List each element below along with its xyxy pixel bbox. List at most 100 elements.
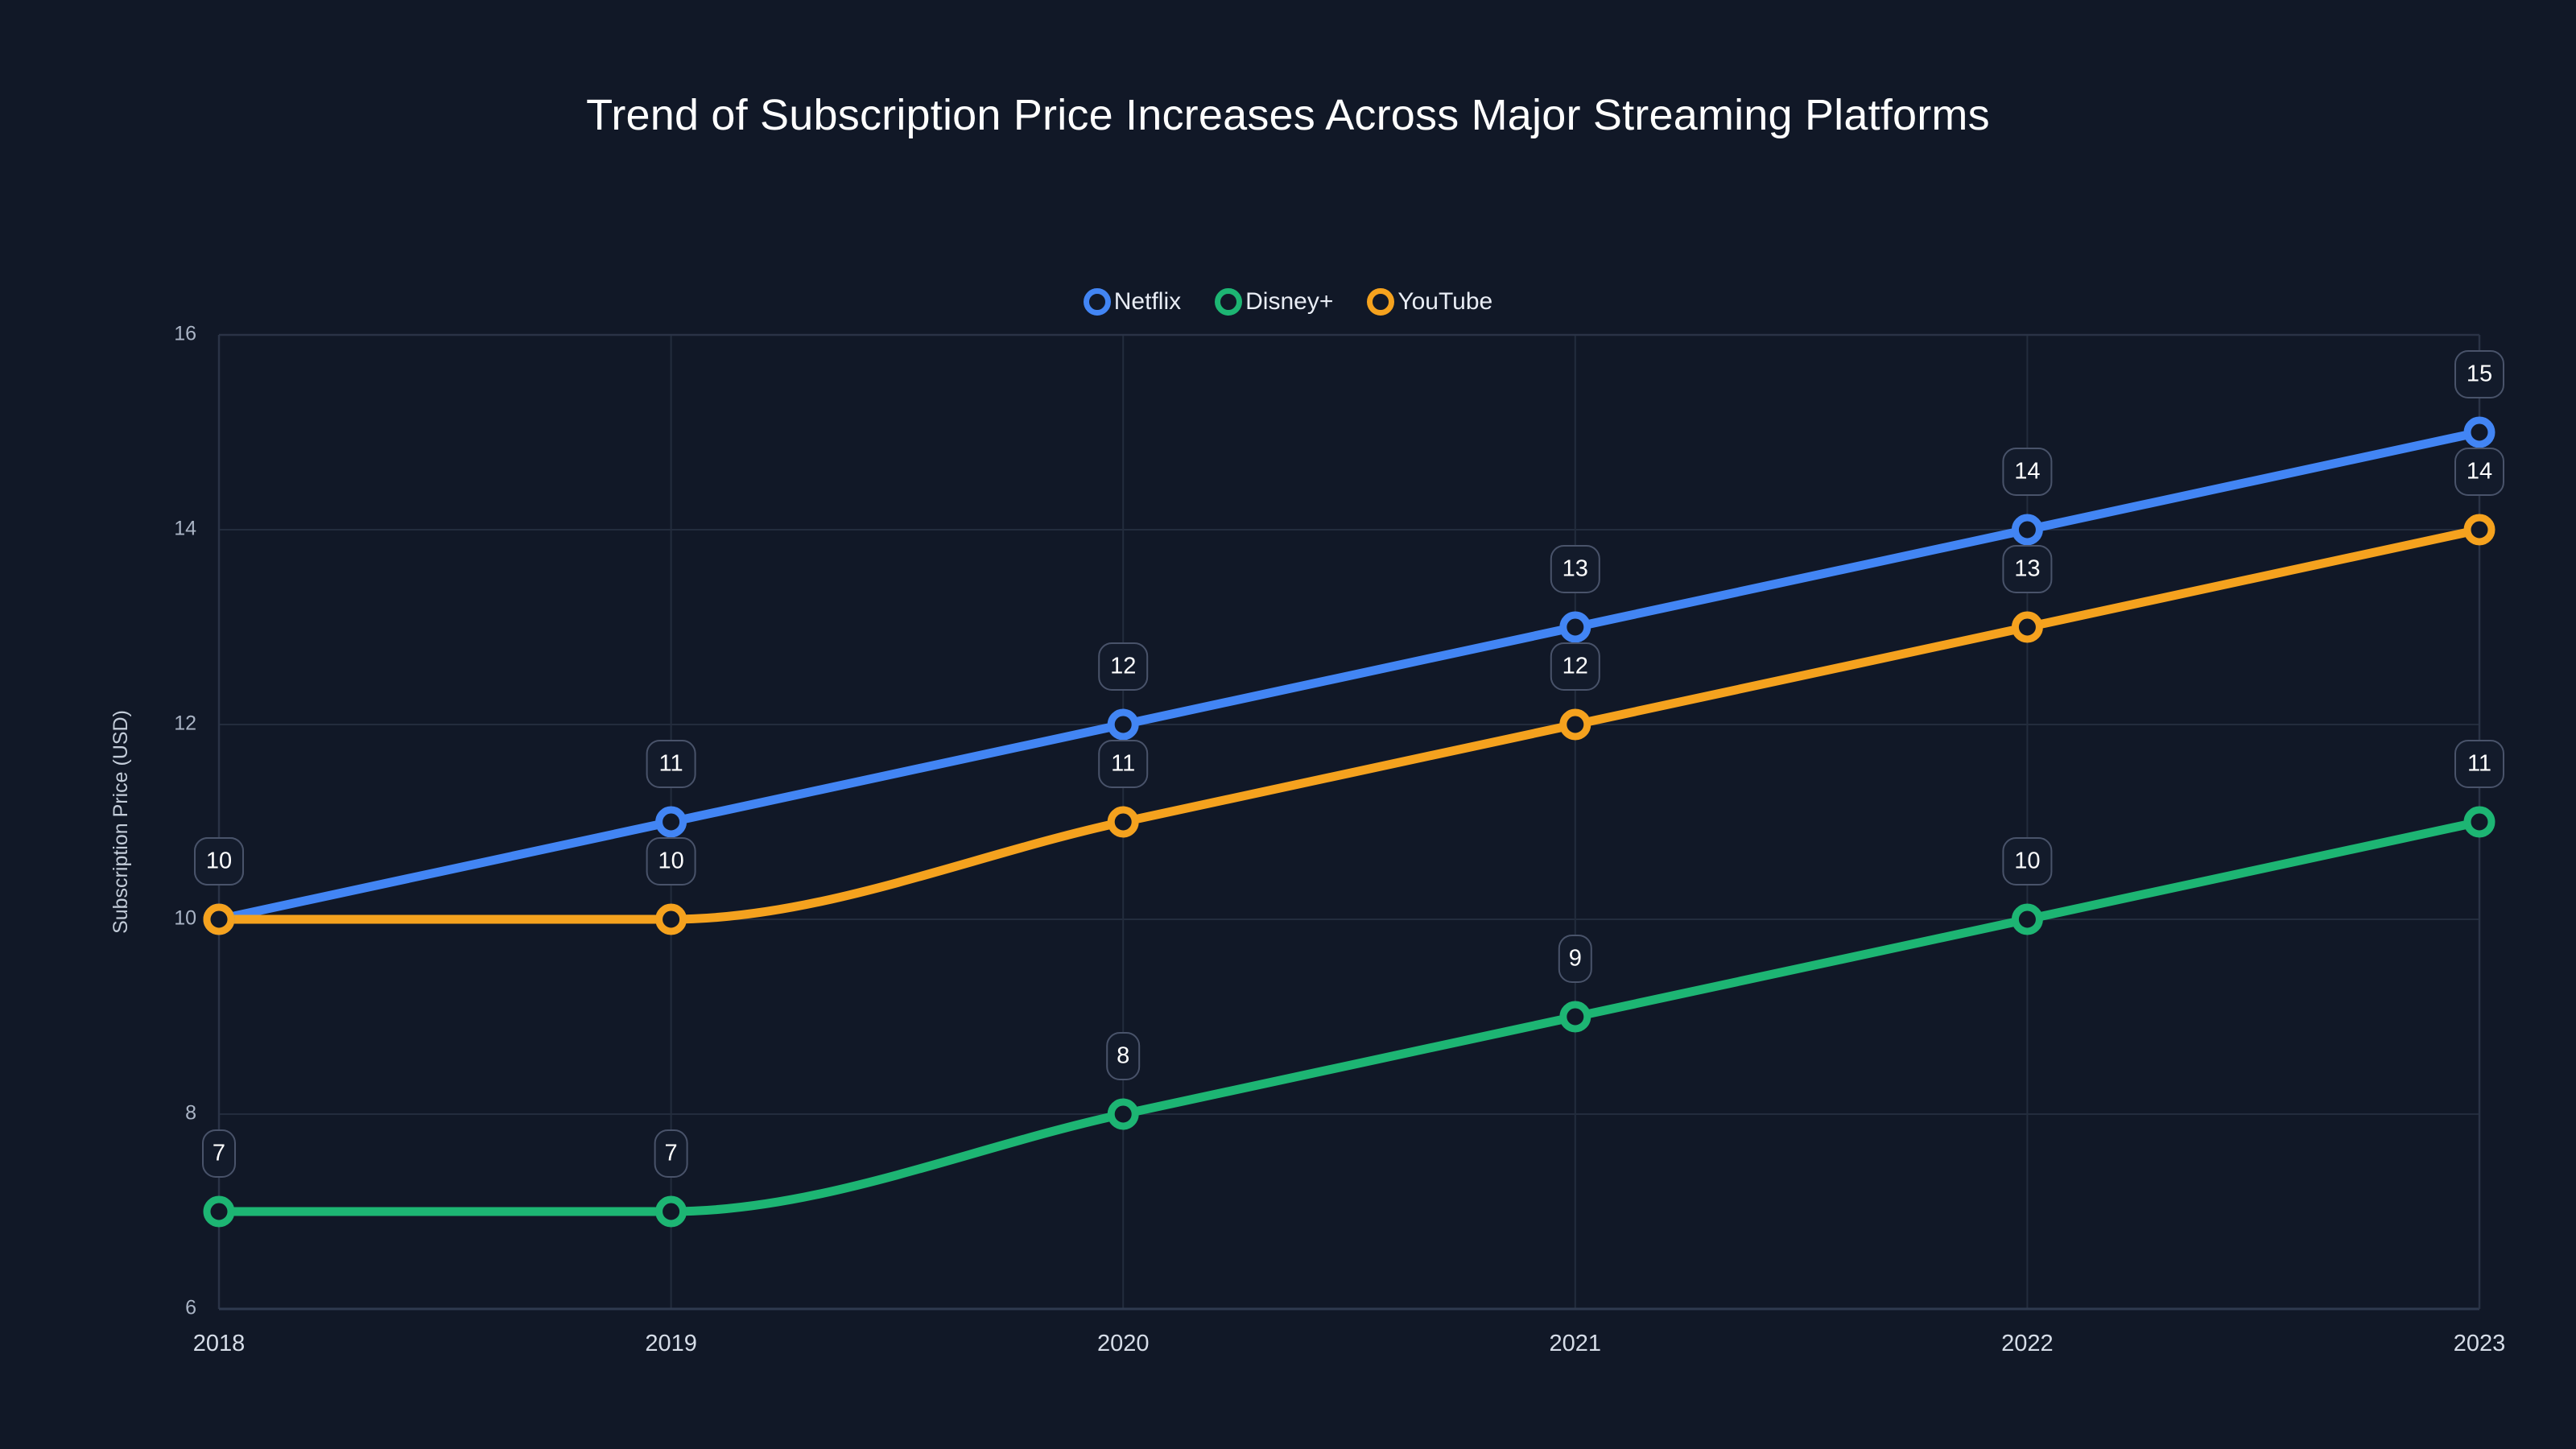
legend-item-netflix[interactable]: Netflix — [1083, 288, 1182, 316]
data-point-value-label: 12 — [1098, 642, 1149, 691]
legend-item-disney[interactable]: Disney+ — [1215, 288, 1333, 316]
value-label-text: 12 — [1110, 654, 1136, 679]
legend-item-label: YouTube — [1397, 288, 1493, 315]
chart-legend: Netflix Disney+ YouTube — [0, 288, 2576, 316]
value-label-text: 10 — [658, 848, 683, 874]
data-point-value-label: 11 — [2454, 740, 2504, 788]
data-point-marker[interactable] — [1559, 611, 1591, 643]
data-point-value-label: 13 — [2002, 545, 2053, 593]
data-point-value-label: 11 — [1098, 740, 1149, 788]
value-label-box — [646, 837, 696, 886]
value-label-box — [2454, 448, 2504, 496]
value-label-box — [1558, 935, 1592, 983]
data-point-marker[interactable] — [655, 903, 687, 935]
x-axis-tick-label: 2023 — [2454, 1331, 2506, 1356]
value-label-text: 14 — [2467, 459, 2492, 485]
data-point-marker[interactable] — [655, 806, 687, 838]
data-point-marker[interactable] — [1107, 806, 1139, 838]
data-point-value-label: 12 — [1550, 642, 1600, 691]
value-label-text: 13 — [2014, 556, 2040, 582]
value-label-box — [202, 1129, 236, 1178]
data-point-marker[interactable] — [2463, 416, 2496, 448]
value-label-text: 7 — [213, 1141, 225, 1166]
legend-item-label: Disney+ — [1245, 288, 1334, 315]
value-label-text: 11 — [2467, 751, 2491, 777]
series-line-disney — [214, 817, 2484, 1216]
data-point-marker[interactable] — [655, 1195, 687, 1228]
y-axis-tick-label: 14 — [174, 518, 196, 540]
data-point-marker[interactable] — [2011, 611, 2043, 643]
data-point-marker[interactable] — [1559, 708, 1591, 741]
value-label-text: 12 — [1563, 654, 1588, 679]
data-point-value-label: 14 — [2454, 448, 2504, 496]
series-markers — [203, 416, 2496, 1228]
value-label-text: 10 — [2014, 848, 2040, 874]
value-label-text: 11 — [659, 751, 683, 777]
circle-outline-icon — [1367, 288, 1395, 316]
data-point-value-label: 11 — [646, 740, 696, 788]
data-point-value-label: 7 — [202, 1129, 236, 1178]
value-label-box — [1550, 642, 1600, 691]
data-point-value-label: 10 — [646, 837, 696, 886]
data-point-value-label: 15 — [2454, 350, 2504, 398]
data-point-value-label: 14 — [2002, 448, 2053, 496]
circle-outline-icon — [1215, 288, 1243, 316]
data-point-marker[interactable] — [1107, 1098, 1139, 1130]
value-label-box — [1098, 740, 1149, 788]
x-axis-ticks: 2018 2019 2020 2021 2022 2023 — [193, 1331, 2506, 1356]
x-axis-tick-label: 2022 — [2001, 1331, 2054, 1356]
legend-item-youtube[interactable]: YouTube — [1367, 288, 1492, 316]
x-axis-tick-label: 2018 — [193, 1331, 246, 1356]
y-axis-title-label: Subscription Price (USD) — [109, 710, 132, 934]
series-line-youtube — [214, 525, 2484, 924]
y-axis-ticks: 6 8 10 12 14 16 — [174, 323, 196, 1319]
y-axis-title: Subscription Price (USD) — [109, 710, 132, 934]
value-label-box — [2002, 448, 2053, 496]
data-point-marker[interactable] — [1107, 708, 1139, 741]
value-label-box — [2454, 740, 2504, 788]
x-axis-tick-label: 2021 — [1550, 1331, 1602, 1356]
value-label-box — [1106, 1032, 1141, 1080]
x-axis-tick-label: 2020 — [1097, 1331, 1150, 1356]
data-point-marker[interactable] — [1559, 1001, 1591, 1033]
series-lines — [214, 427, 2484, 1216]
y-axis-tick-label: 16 — [174, 323, 196, 345]
data-point-marker[interactable] — [2463, 514, 2496, 546]
value-label-text: 10 — [206, 848, 232, 874]
y-axis-tick-label: 6 — [185, 1297, 196, 1319]
plot-frame — [217, 333, 2481, 1311]
series-line-netflix — [214, 427, 2484, 924]
data-point-value-label: 8 — [1106, 1032, 1141, 1080]
value-label-box — [1098, 642, 1149, 691]
value-label-text: 7 — [665, 1141, 678, 1166]
value-label-box — [654, 1129, 688, 1178]
data-point-marker[interactable] — [203, 1195, 235, 1228]
value-label-text: 9 — [1569, 946, 1582, 972]
data-point-marker[interactable] — [2463, 806, 2496, 838]
value-label-text: 11 — [1111, 751, 1135, 777]
point-value-labels: 10111213141577891011101011121314 — [194, 350, 2504, 1178]
value-label-text: 13 — [1563, 556, 1588, 582]
grid-lines — [218, 334, 2480, 1309]
value-label-text: 15 — [2467, 361, 2492, 387]
y-axis-tick-label: 10 — [174, 907, 196, 930]
y-axis-tick-label: 12 — [174, 712, 196, 735]
page-title: Trend of Subscription Price Increases Ac… — [586, 91, 1990, 139]
data-point-value-label: 10 — [2002, 837, 2053, 886]
data-point-marker[interactable] — [203, 903, 235, 935]
y-axis-tick-label: 8 — [185, 1102, 196, 1125]
data-point-value-label: 7 — [654, 1129, 688, 1178]
value-label-box — [2454, 350, 2504, 398]
value-label-box — [194, 837, 244, 886]
value-label-box — [2002, 837, 2053, 886]
value-label-text: 14 — [2014, 459, 2040, 485]
legend-item-label: Netflix — [1113, 288, 1182, 315]
value-label-box — [2002, 545, 2053, 593]
data-point-marker[interactable] — [2011, 903, 2043, 935]
data-point-value-label: 13 — [1550, 545, 1600, 593]
value-label-text: 8 — [1117, 1043, 1129, 1069]
x-axis-tick-label: 2019 — [645, 1331, 697, 1356]
data-point-marker[interactable] — [2011, 514, 2043, 546]
